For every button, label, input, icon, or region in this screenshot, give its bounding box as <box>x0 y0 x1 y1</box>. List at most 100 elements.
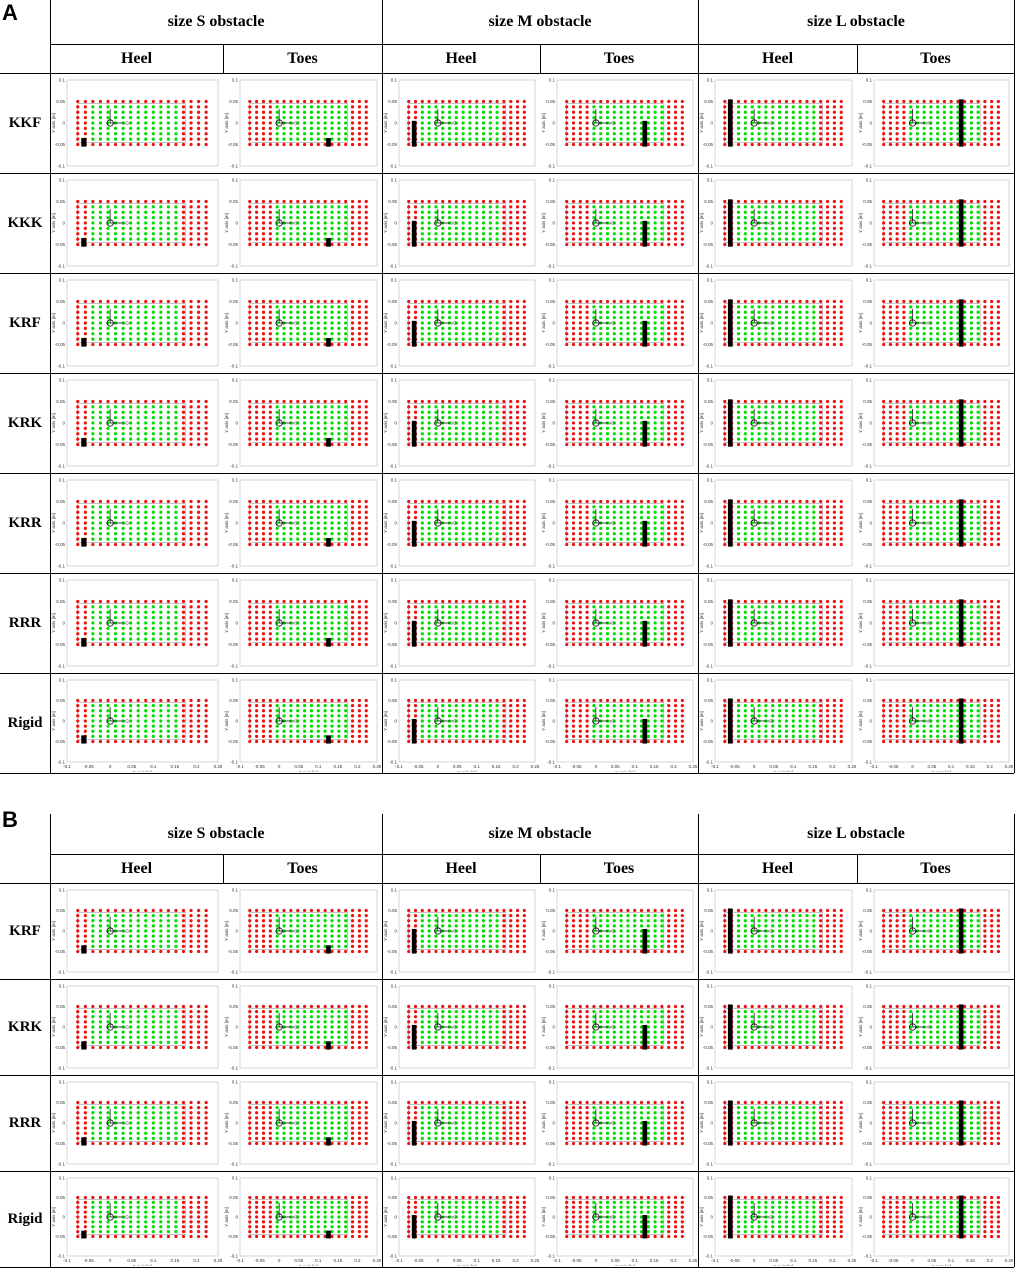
unstable-point <box>310 500 313 503</box>
unstable-point <box>182 538 185 541</box>
unstable-point <box>674 121 677 124</box>
stable-point <box>943 232 946 235</box>
unstable-point <box>197 105 200 108</box>
stable-point <box>91 411 94 414</box>
stable-point <box>977 221 980 224</box>
unstable-point <box>997 311 1000 314</box>
stable-point <box>448 505 451 508</box>
unstable-point <box>681 343 684 346</box>
y-tick-label: 0.1 <box>866 78 873 83</box>
axes-frame <box>874 380 1009 466</box>
unstable-point <box>509 132 512 135</box>
unstable-point <box>496 243 499 246</box>
stable-point <box>496 132 499 135</box>
stable-point <box>159 111 162 114</box>
stable-point <box>455 527 458 530</box>
stable-point <box>626 516 629 519</box>
unstable-point <box>737 200 740 203</box>
stable-point <box>159 516 162 519</box>
unstable-point <box>896 105 899 108</box>
unstable-point <box>723 538 726 541</box>
unstable-point <box>660 243 663 246</box>
stable-point <box>91 532 94 535</box>
stable-point <box>129 527 132 530</box>
stable-point <box>303 216 306 219</box>
unstable-point <box>205 211 208 214</box>
axes-frame <box>557 180 693 266</box>
stable-point <box>744 411 747 414</box>
stable-point <box>799 411 802 414</box>
stable-point <box>785 427 788 430</box>
unstable-point <box>660 543 663 546</box>
unstable-point <box>902 305 905 308</box>
stable-point <box>812 132 815 135</box>
unstable-point <box>182 232 185 235</box>
stable-point <box>482 138 485 141</box>
unstable-point <box>516 416 519 419</box>
unstable-point <box>565 400 568 403</box>
unstable-point <box>255 111 258 114</box>
stable-point <box>434 511 437 514</box>
stable-point <box>99 527 102 530</box>
stable-point <box>106 332 109 335</box>
unstable-point <box>983 327 986 330</box>
unstable-point <box>337 543 340 546</box>
unstable-point <box>197 205 200 208</box>
stable-point <box>799 232 802 235</box>
unstable-point <box>565 111 568 114</box>
unstable-point <box>282 500 285 503</box>
stable-point <box>771 132 774 135</box>
stable-point <box>296 538 299 541</box>
stable-point <box>330 311 333 314</box>
unstable-point <box>167 543 170 546</box>
unstable-point <box>963 100 966 103</box>
unstable-point <box>572 511 575 514</box>
unstable-point <box>757 143 760 146</box>
unstable-point <box>840 143 843 146</box>
stable-point <box>99 205 102 208</box>
unstable-point <box>674 543 677 546</box>
unstable-point <box>84 516 87 519</box>
unstable-point <box>633 143 636 146</box>
stable-point <box>317 238 320 241</box>
unstable-point <box>681 216 684 219</box>
unstable-point <box>262 427 265 430</box>
unstable-point <box>182 300 185 303</box>
unstable-point <box>365 100 368 103</box>
unstable-point <box>882 127 885 130</box>
stable-point <box>129 532 132 535</box>
y-axis-label: Y axis [m] <box>858 113 863 133</box>
unstable-point <box>681 238 684 241</box>
stable-point <box>943 438 946 441</box>
stable-point <box>129 132 132 135</box>
stable-point <box>647 105 650 108</box>
unstable-point <box>407 143 410 146</box>
unstable-point <box>660 143 663 146</box>
unstable-point <box>902 138 905 141</box>
unstable-point <box>943 200 946 203</box>
stable-point <box>129 221 132 224</box>
unstable-point <box>792 443 795 446</box>
stable-point <box>654 416 657 419</box>
stable-point <box>317 421 320 424</box>
stable-point <box>647 116 650 119</box>
unstable-point <box>441 500 444 503</box>
unstable-point <box>516 332 519 335</box>
stable-point <box>751 311 754 314</box>
stable-point <box>943 211 946 214</box>
unstable-point <box>255 100 258 103</box>
stable-point <box>805 338 808 341</box>
stable-point <box>977 421 980 424</box>
stable-point <box>929 411 932 414</box>
stable-point <box>337 216 340 219</box>
stable-point <box>943 132 946 135</box>
plot-svg: 0.10.050-0.05-0.1Y axis [m]xG <box>541 74 697 172</box>
stable-point <box>929 427 932 430</box>
stable-point <box>428 238 431 241</box>
stable-point <box>282 305 285 308</box>
unstable-point <box>358 343 361 346</box>
unstable-point <box>654 300 657 303</box>
unstable-point <box>744 443 747 446</box>
stable-point <box>489 421 492 424</box>
plot-svg: 0.10.050-0.05-0.1Y axis [m]xG <box>51 174 222 272</box>
